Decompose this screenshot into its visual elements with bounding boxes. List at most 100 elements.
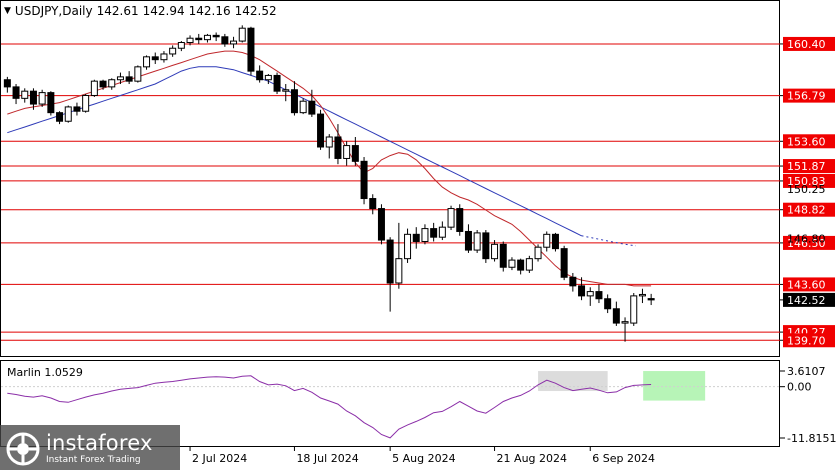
oscillator-axis-label: 0.00 — [787, 381, 812, 394]
candle-body — [360, 160, 368, 200]
instaforex-logo-icon — [6, 432, 40, 466]
level-label: 153.60 — [787, 135, 826, 148]
oscillator-label: Marlin 1.0529 — [7, 366, 83, 379]
candle-body — [160, 53, 168, 61]
level-label: 146.50 — [787, 237, 826, 250]
candle-body — [612, 308, 620, 324]
candle-body — [369, 198, 377, 210]
candle-body — [99, 80, 107, 88]
price-axis-label: 146.80 — [787, 233, 826, 246]
candle-body — [412, 233, 420, 242]
candle-body — [203, 34, 211, 41]
watermark-tagline: Instant Forex Trading — [46, 455, 141, 465]
candle-body — [482, 232, 490, 260]
current-price-label: 142.52 — [787, 294, 826, 307]
candle-body — [90, 80, 98, 96]
candle-body — [447, 208, 455, 228]
level-label: 151.87 — [787, 160, 826, 173]
collapse-triangle-icon[interactable]: ▼ — [4, 6, 11, 16]
candle-body — [73, 106, 81, 112]
candle-body — [134, 66, 142, 82]
candle-body — [273, 74, 281, 92]
level-tag — [783, 36, 835, 51]
candle-body — [195, 37, 203, 41]
candle-body — [256, 70, 264, 81]
level-tag — [783, 202, 835, 217]
candle-body — [621, 321, 629, 324]
candle-body — [543, 233, 551, 248]
candle-body — [473, 232, 481, 251]
candle-body — [595, 291, 603, 300]
date-label: 5 Aug 2024 — [392, 452, 455, 465]
candle-body — [64, 106, 72, 122]
candle-body — [351, 145, 359, 162]
candle-body — [212, 34, 220, 38]
candle-body — [334, 136, 342, 159]
candle-body — [578, 285, 586, 297]
candle-body — [404, 233, 412, 260]
signal-box — [643, 371, 706, 401]
level-label: 150.83 — [787, 175, 826, 188]
candle-body — [438, 226, 446, 238]
level-tag — [783, 134, 835, 149]
candle-body — [647, 298, 655, 301]
symbol-label: USDJPY,Daily — [14, 4, 93, 18]
candle-body — [604, 298, 612, 310]
candle-body — [569, 276, 577, 287]
level-label: 156.79 — [787, 90, 826, 103]
oscillator-axis-label: -11.8151 — [787, 432, 836, 445]
candle-body — [395, 258, 403, 284]
price-axis-label: 150.25 — [787, 183, 826, 196]
candle-body — [464, 230, 472, 251]
candle-body — [3, 79, 11, 88]
candle-body — [534, 246, 542, 260]
candle-body — [525, 258, 533, 271]
price-axis: 160.40 156.79 153.60 151.87 150.83 148.82 146.… — [780, 36, 835, 348]
level-tag — [783, 173, 835, 188]
candle-body — [343, 145, 351, 159]
candle-body — [12, 86, 20, 99]
candle-body — [638, 293, 646, 297]
candle-body — [290, 89, 298, 114]
candle-body — [308, 100, 316, 115]
date-label: 6 Sep 2024 — [592, 452, 655, 465]
low-value: 142.16 — [188, 4, 231, 18]
level-label: 160.40 — [787, 38, 826, 51]
candle-body — [317, 113, 325, 148]
candle-body — [456, 208, 464, 232]
candle-body — [499, 243, 507, 268]
level-tag — [783, 333, 835, 348]
candle-body — [230, 40, 238, 45]
current-price-tag — [783, 292, 835, 307]
candle-body — [186, 37, 194, 44]
date-label: 21 Aug 2024 — [497, 452, 567, 465]
time-axis: 2 Jul 2024 18 Jul 2024 5 Aug 2024 21 Aug 20… — [189, 447, 655, 465]
candle-body — [38, 92, 46, 105]
level-label: 139.70 — [787, 334, 826, 347]
candle-body — [282, 89, 290, 92]
candle-body — [386, 239, 394, 284]
candle-body — [82, 94, 90, 112]
candle-body — [421, 228, 429, 242]
candle-body — [143, 56, 151, 68]
candle-body — [151, 56, 159, 61]
candle-body — [56, 112, 64, 122]
date-label: 18 Jul 2024 — [296, 452, 358, 465]
candle-body — [247, 27, 255, 72]
candle-body — [21, 90, 29, 99]
candle-body — [116, 76, 124, 81]
candle-body — [29, 90, 37, 105]
high-value: 142.94 — [142, 4, 185, 18]
candle-body — [508, 259, 516, 268]
candle-body — [325, 136, 333, 148]
candle-body — [221, 36, 229, 45]
candle-body — [517, 259, 525, 271]
candle-body — [630, 295, 638, 324]
candle-body — [47, 92, 55, 114]
candle-body — [264, 74, 272, 81]
candle-body — [560, 248, 568, 278]
candle-body — [491, 243, 499, 260]
date-label: 2 Jul 2024 — [192, 452, 247, 465]
level-tag — [783, 159, 835, 174]
